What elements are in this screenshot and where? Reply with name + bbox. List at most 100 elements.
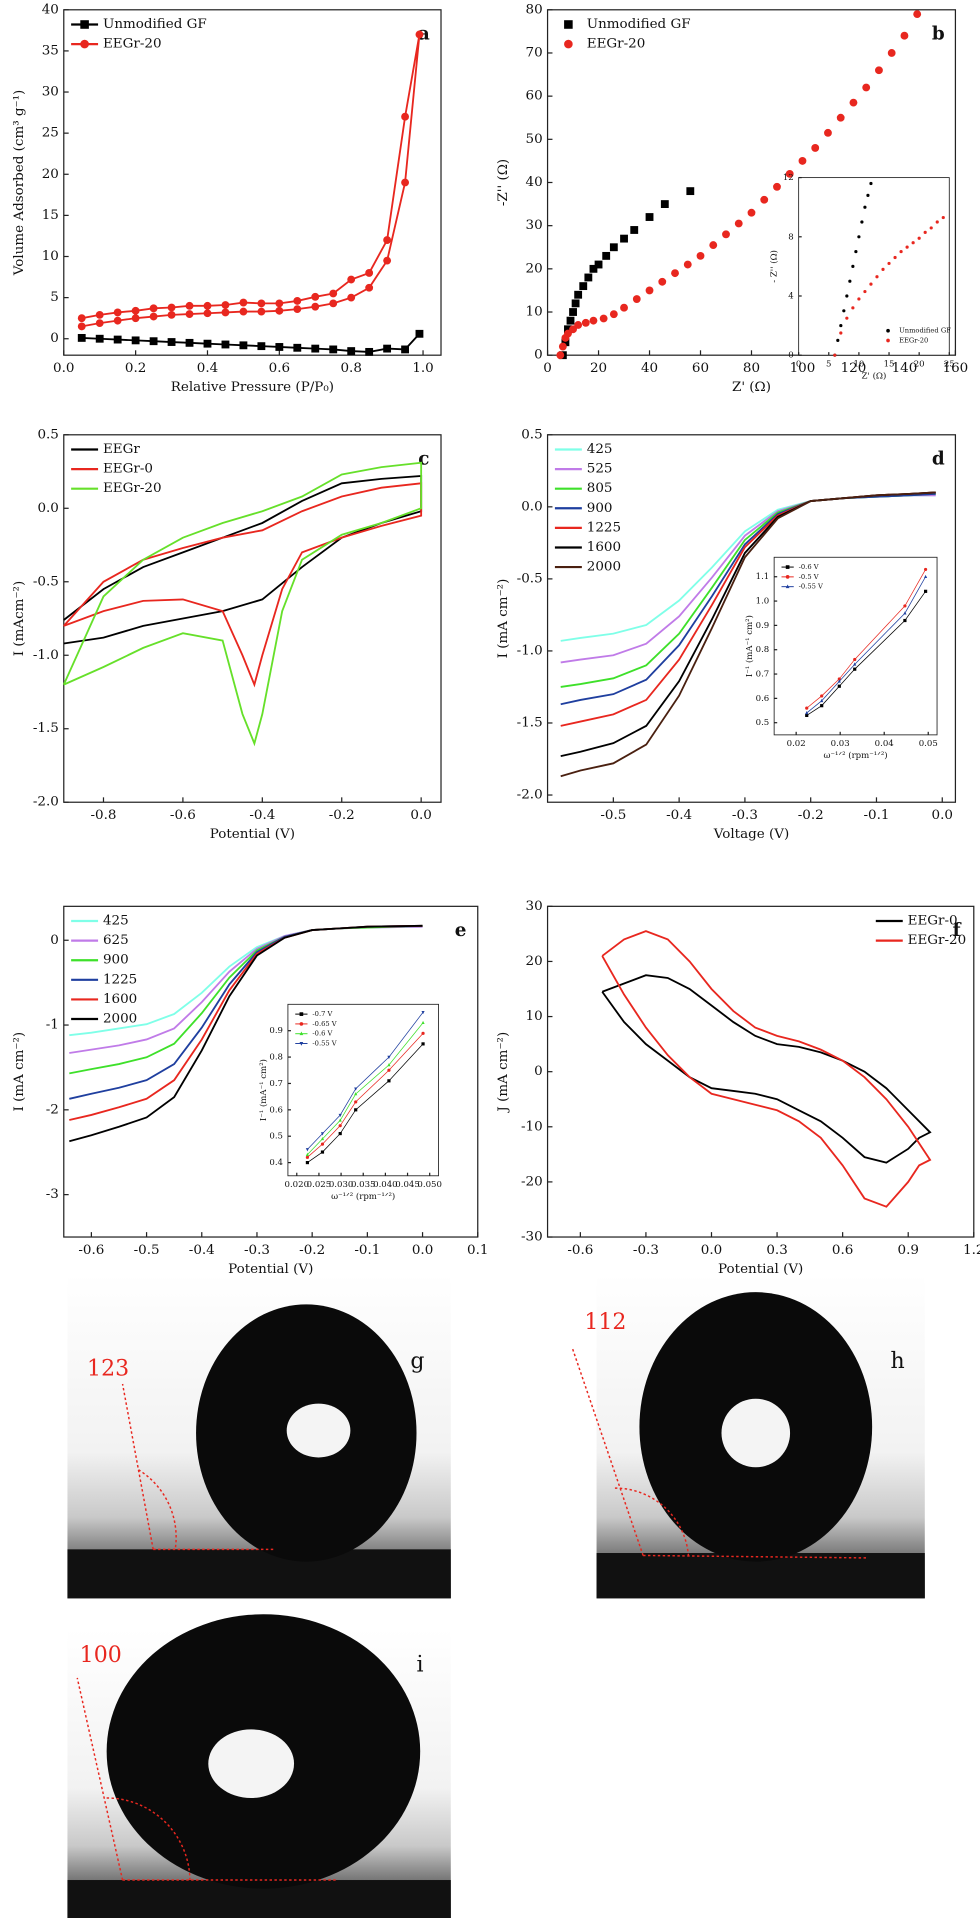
y-tick-label: -2.0 bbox=[33, 794, 59, 810]
marker bbox=[905, 245, 909, 249]
marker bbox=[645, 286, 654, 295]
series-line bbox=[63, 482, 423, 688]
marker bbox=[347, 275, 356, 284]
marker bbox=[203, 339, 212, 348]
marker bbox=[131, 336, 140, 345]
marker bbox=[722, 230, 730, 239]
series bbox=[305, 1020, 425, 1156]
marker bbox=[923, 230, 927, 234]
angle-marker bbox=[571, 1347, 867, 1559]
x-tick-label: 0.03 bbox=[831, 739, 850, 749]
substrate bbox=[67, 1549, 451, 1599]
y-tick-label: -1 bbox=[46, 1017, 59, 1033]
marker bbox=[293, 305, 302, 314]
marker bbox=[849, 98, 858, 107]
series bbox=[63, 474, 423, 645]
marker bbox=[320, 1132, 325, 1136]
marker bbox=[421, 1020, 425, 1025]
x-axis-title: Z' (Ω) bbox=[732, 379, 771, 395]
legend-marker bbox=[785, 584, 790, 589]
marker bbox=[875, 66, 883, 75]
series-line bbox=[560, 492, 936, 706]
series-line bbox=[307, 1012, 424, 1150]
legend-label: 2000 bbox=[587, 559, 621, 575]
chart: -0.6 -0.3 0.0 0.3 0.6 0.9 1.2 -30 -20 -10 0 10 20 30 P… bbox=[495, 898, 980, 1277]
x-tick-label: -0.3 bbox=[633, 1242, 659, 1258]
marker bbox=[875, 275, 879, 279]
marker bbox=[599, 314, 608, 323]
legend-marker bbox=[299, 1031, 304, 1036]
legend-marker bbox=[886, 328, 890, 333]
marker bbox=[329, 299, 338, 308]
legend-label: 1600 bbox=[587, 539, 621, 555]
marker bbox=[857, 297, 861, 301]
series bbox=[805, 589, 928, 717]
x-tick-label: 0.035 bbox=[351, 1180, 376, 1190]
marker bbox=[798, 156, 807, 165]
y-tick-label: 0 bbox=[534, 1063, 543, 1079]
marker bbox=[566, 316, 575, 325]
legend-label: EEGr-20 bbox=[908, 932, 967, 948]
marker bbox=[924, 567, 928, 572]
y-tick-label: 0.0 bbox=[521, 498, 542, 514]
marker bbox=[903, 611, 907, 615]
marker bbox=[556, 351, 565, 360]
marker bbox=[421, 1042, 425, 1046]
marker bbox=[95, 319, 104, 328]
highlight bbox=[721, 1398, 791, 1468]
x-tick-label: -0.2 bbox=[798, 807, 824, 823]
y-tick-label: 20 bbox=[42, 166, 59, 182]
plot-frame bbox=[287, 1003, 439, 1177]
x-tick-label: 0.2 bbox=[125, 360, 146, 376]
marker bbox=[853, 662, 857, 666]
panel-label: i bbox=[417, 1653, 424, 1678]
marker bbox=[387, 1068, 391, 1072]
plot-frame bbox=[546, 905, 975, 1238]
marker bbox=[581, 318, 590, 327]
y-tick-label: -1.0 bbox=[33, 647, 59, 663]
y-tick-label: 70 bbox=[526, 44, 543, 60]
marker bbox=[239, 307, 248, 316]
y-tick-label: -10 bbox=[521, 1118, 543, 1134]
x-axis-title: Z' (Ω) bbox=[862, 370, 887, 381]
marker bbox=[113, 316, 122, 325]
marker bbox=[857, 235, 861, 239]
marker bbox=[338, 1131, 342, 1136]
y-tick-label: -1.5 bbox=[33, 720, 59, 736]
y-axis-title: - Z'' (Ω) bbox=[769, 250, 780, 283]
series bbox=[62, 461, 423, 747]
legend-label: 625 bbox=[103, 932, 129, 948]
marker bbox=[811, 144, 820, 152]
series bbox=[77, 329, 424, 356]
marker bbox=[862, 83, 871, 92]
legend-label: EEGr-20 bbox=[103, 36, 162, 52]
highlight bbox=[286, 1403, 351, 1458]
y-tick-label: -2.0 bbox=[517, 787, 543, 803]
marker bbox=[805, 706, 809, 710]
series bbox=[805, 574, 928, 715]
y-axis-title: I⁻¹ (mA⁻¹ cm²) bbox=[258, 1059, 269, 1121]
series-line bbox=[63, 474, 423, 645]
series bbox=[305, 1010, 425, 1152]
y-tick-label: 30 bbox=[526, 898, 543, 914]
marker bbox=[415, 30, 424, 39]
marker bbox=[935, 220, 939, 224]
x-axis-title: Relative Pressure (P/P₀) bbox=[171, 379, 334, 395]
marker bbox=[893, 255, 897, 260]
contact-angle-image: 123 g bbox=[67, 1273, 451, 1599]
series bbox=[305, 1031, 425, 1159]
legend-label: EEGr-20 bbox=[899, 336, 928, 344]
x-tick-label: 0.040 bbox=[373, 1180, 398, 1190]
marker bbox=[95, 334, 104, 343]
marker bbox=[354, 1092, 358, 1096]
marker bbox=[387, 1063, 391, 1067]
marker bbox=[257, 299, 266, 308]
marker bbox=[820, 704, 824, 708]
x-tick-label: 0.0 bbox=[701, 1242, 722, 1258]
marker bbox=[383, 236, 392, 244]
series-line bbox=[601, 930, 932, 1208]
marker bbox=[338, 1124, 342, 1128]
x-tick-label: 0.3 bbox=[766, 1242, 787, 1258]
